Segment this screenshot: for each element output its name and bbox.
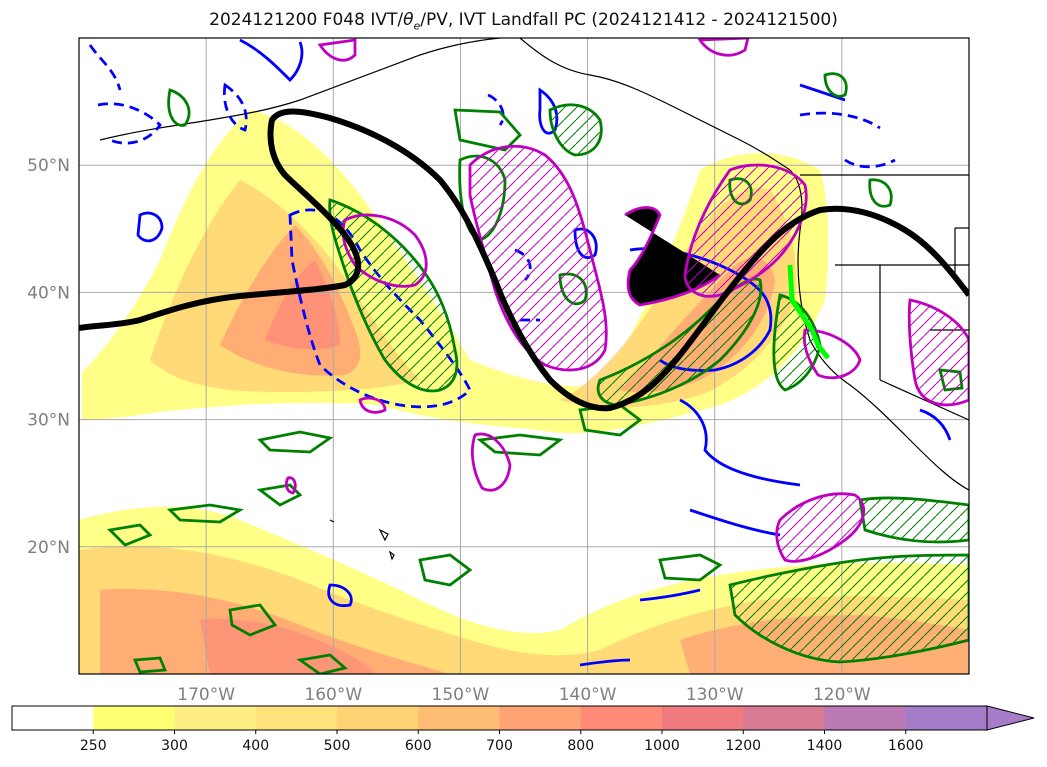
colorbar-tick-label: 250	[80, 738, 107, 754]
ivt-colorbar: 250 300 400 500 600 700 800 1000 1200 1400 1600	[11, 705, 1035, 754]
theta-e-contours	[285, 38, 969, 563]
lon-tick-label: 120°W	[813, 685, 871, 705]
longitude-labels: 170°W 160°W 150°W 140°W 130°W 120°W	[177, 685, 871, 705]
figure-title: 2024121200 F048 IVT/θe/PV, IVT Landfall …	[0, 10, 1047, 32]
colorbar-tick-label: 500	[324, 738, 351, 754]
lon-tick-label: 170°W	[177, 685, 235, 705]
colorbar-tick-label: 300	[161, 738, 188, 754]
colorbar-segment	[93, 706, 175, 730]
latitude-labels: 20°N 30°N 40°N 50°N	[27, 156, 70, 558]
lat-tick-label: 40°N	[27, 283, 70, 303]
colorbar-segment	[580, 706, 663, 730]
lon-tick-label: 140°W	[559, 685, 617, 705]
colorbar-extend-arrow	[986, 705, 1035, 731]
title-suffix: /PV, IVT Landfall PC (2024121412 - 20241…	[420, 10, 838, 30]
colorbar-tick-label: 700	[486, 738, 513, 754]
colorbar-segment	[824, 706, 907, 730]
colorbar-tick-label: 1000	[644, 738, 680, 754]
lon-tick-label: 160°W	[304, 685, 362, 705]
colorbar-tick-label: 1600	[888, 738, 924, 754]
title-subscript: e	[413, 19, 421, 33]
lat-tick-label: 30°N	[27, 411, 70, 431]
map-content	[79, 38, 969, 674]
pv-positive-green	[107, 72, 969, 674]
colorbar-tick-label: 800	[567, 738, 594, 754]
colorbar-segment	[499, 706, 582, 730]
title-theta: θ	[403, 10, 414, 30]
colorbar-tick-label: 1200	[725, 738, 761, 754]
colorbar-segment	[662, 706, 744, 730]
colorbar-segment	[743, 706, 825, 730]
colorbar-segment	[174, 706, 257, 730]
lon-tick-label: 130°W	[686, 685, 744, 705]
colorbar-tick-label: 1400	[807, 738, 843, 754]
colorbar-segment	[12, 706, 94, 730]
colorbar-tick-label: 600	[405, 738, 432, 754]
colorbar-segment	[418, 706, 500, 730]
ivt-landfall-pc	[787, 264, 830, 360]
colorbar-segment	[337, 706, 419, 730]
lat-tick-label: 20°N	[27, 538, 70, 558]
map-frame	[78, 37, 970, 675]
lat-tick-label: 50°N	[27, 156, 70, 176]
colorbar-tick-label: 400	[242, 738, 269, 754]
title-prefix: 2024121200 F048 IVT/	[209, 10, 404, 30]
colorbar-segment	[255, 706, 338, 730]
lon-tick-label: 150°W	[432, 685, 490, 705]
colorbar-segment	[905, 706, 988, 730]
jet-axis-line	[79, 108, 969, 412]
